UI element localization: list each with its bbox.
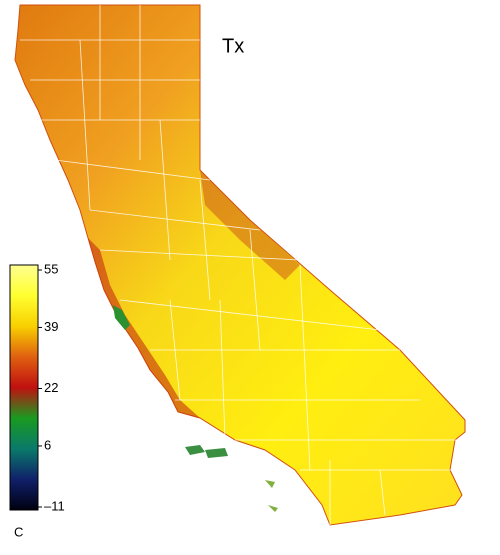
colorbar bbox=[9, 264, 39, 511]
colorbar-unit: C bbox=[14, 524, 23, 539]
coastal-fog-patch bbox=[113, 305, 130, 330]
map-title: Tx bbox=[222, 35, 244, 57]
coastal-heat-band bbox=[88, 238, 200, 418]
colorbar-tick-label: –11 bbox=[44, 498, 65, 513]
colorbar-tick-label: 22 bbox=[44, 380, 58, 395]
colorbar-tick-label: 6 bbox=[44, 437, 51, 452]
mountain-band bbox=[200, 170, 300, 280]
colorbar-tick-label: 55 bbox=[44, 261, 58, 276]
colorbar-tick-label: 39 bbox=[44, 319, 58, 334]
channel-islands bbox=[185, 445, 278, 512]
county-lines bbox=[20, 5, 465, 525]
